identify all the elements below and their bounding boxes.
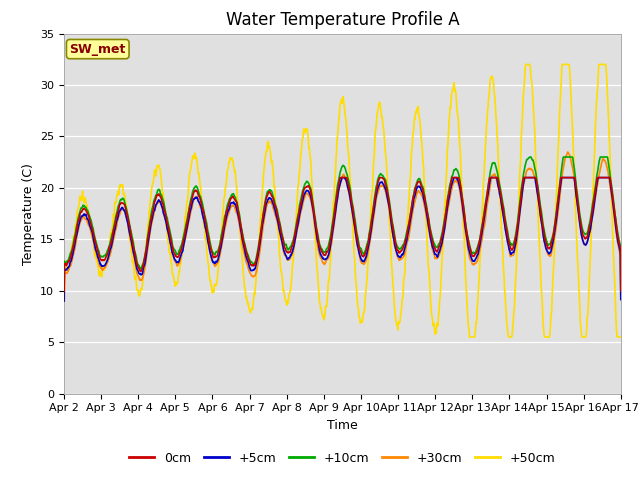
Text: SW_met: SW_met: [70, 43, 126, 56]
X-axis label: Time: Time: [327, 419, 358, 432]
Title: Water Temperature Profile A: Water Temperature Profile A: [225, 11, 460, 29]
Legend: 0cm, +5cm, +10cm, +30cm, +50cm: 0cm, +5cm, +10cm, +30cm, +50cm: [124, 447, 561, 469]
Y-axis label: Temperature (C): Temperature (C): [22, 163, 35, 264]
